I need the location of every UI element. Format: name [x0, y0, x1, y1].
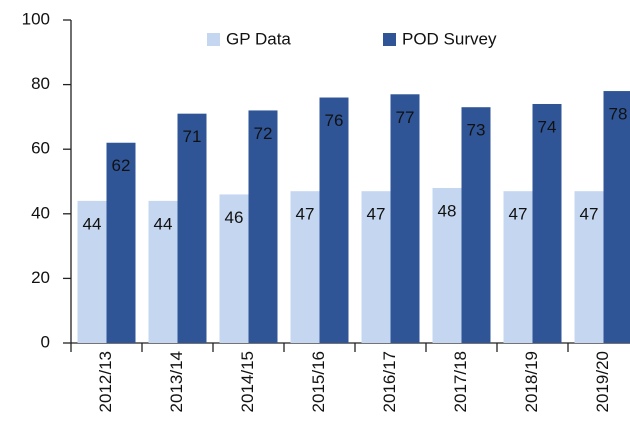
bar: [77, 200, 107, 343]
bar: [361, 191, 391, 343]
value-label: 47: [367, 205, 386, 224]
value-label: 46: [225, 208, 244, 227]
value-label: 77: [396, 108, 415, 127]
value-label: 62: [112, 156, 131, 175]
bar: [503, 191, 533, 343]
value-label: 47: [509, 205, 528, 224]
bar: [219, 194, 249, 343]
legend-swatch: [383, 33, 396, 46]
value-label: 74: [538, 117, 557, 136]
value-label: 47: [296, 205, 315, 224]
value-label: 76: [325, 111, 344, 130]
bar: [532, 103, 562, 343]
y-tick-label: 100: [22, 9, 50, 28]
x-tick-label: 2017/18: [451, 351, 470, 412]
x-tick-label: 2016/17: [380, 351, 399, 412]
x-tick-label: 2013/14: [167, 351, 186, 412]
y-tick-label: 20: [31, 268, 50, 287]
y-tick-label: 80: [31, 74, 50, 93]
bar: [432, 187, 462, 343]
x-tick-label: 2012/13: [96, 351, 115, 412]
x-tick-label: 2018/19: [522, 351, 541, 412]
value-label: 72: [254, 124, 273, 143]
value-label: 47: [580, 205, 599, 224]
legend-label: POD Survey: [402, 29, 497, 48]
value-label: 48: [438, 201, 457, 220]
x-tick-label: 2019/20: [593, 351, 612, 412]
y-tick-label: 40: [31, 203, 50, 222]
bar: [248, 110, 278, 343]
bar: [177, 113, 207, 343]
bar: [148, 200, 178, 343]
bar: [290, 191, 320, 343]
legend-label: GP Data: [226, 29, 291, 48]
bar: [319, 97, 349, 344]
y-tick-label: 60: [31, 139, 50, 158]
legend-swatch: [207, 33, 220, 46]
y-tick-label: 0: [41, 332, 50, 351]
value-label: 44: [154, 214, 173, 233]
bar: [390, 94, 420, 343]
value-label: 44: [83, 214, 102, 233]
value-label: 71: [183, 127, 202, 146]
x-tick-label: 2014/15: [238, 351, 257, 412]
bar: [603, 91, 630, 343]
x-tick-label: 2015/16: [309, 351, 328, 412]
value-label: 73: [467, 121, 486, 140]
bar: [574, 191, 604, 343]
bar: [106, 142, 136, 343]
value-label: 78: [609, 105, 628, 124]
bar: [461, 107, 491, 344]
